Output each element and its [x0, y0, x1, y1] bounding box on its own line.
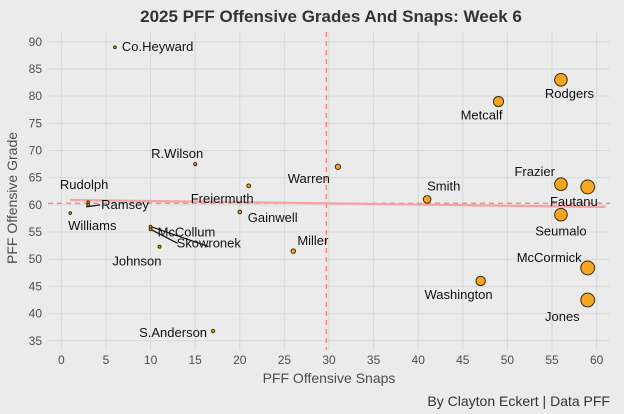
y-tick-label: 60 — [29, 198, 43, 212]
point-gainwell — [237, 209, 243, 215]
point-mccormick — [580, 260, 596, 276]
x-tick-label: 60 — [590, 353, 604, 367]
point-washington — [475, 275, 486, 287]
point-label-smith: Smith — [427, 178, 460, 193]
point-seumalo — [554, 207, 568, 222]
point-label-mccormick: McCormick — [517, 250, 582, 265]
x-tick-label: 25 — [278, 353, 292, 367]
point-label-rodgers: Rodgers — [545, 86, 595, 101]
point-label-co-heyward: Co.Heyward — [122, 39, 194, 54]
point-labels-layer: Co.Heyward Rodgers Metcalf R.Wilson Warren Fr… — [60, 39, 598, 340]
trend-line — [70, 198, 606, 209]
point-johnson — [157, 244, 162, 249]
point-label-r-wilson: R.Wilson — [151, 146, 203, 161]
chart-title: 2025 PFF Offensive Grades And Snaps: Wee… — [140, 7, 522, 26]
point-label-jones: Jones — [545, 309, 580, 324]
point-label-seumalo: Seumalo — [535, 224, 586, 239]
point-label-miller: Miller — [297, 233, 329, 248]
point-label-warren: Warren — [288, 171, 330, 186]
y-tick-label: 50 — [29, 252, 43, 266]
point-miller — [290, 248, 297, 254]
point-frazier — [554, 177, 568, 191]
x-tick-label: 15 — [189, 353, 203, 367]
y-axis-label: PFF Offensive Grade — [4, 132, 20, 264]
x-axis-label: PFF Offensive Snaps — [263, 370, 396, 386]
point-rodgers — [554, 73, 568, 87]
point-warren — [334, 163, 342, 170]
x-tick-label: 35 — [367, 353, 381, 367]
point-label-williams: Williams — [68, 218, 117, 233]
point-label-s-anderson: S.Anderson — [139, 325, 207, 340]
point-label-frazier: Frazier — [514, 164, 555, 179]
point-label-mccollum: McCollum — [158, 225, 216, 240]
y-tick-label: 35 — [29, 334, 43, 348]
x-tick-label: 50 — [501, 353, 515, 367]
point-ramsey — [86, 203, 90, 207]
y-tick-label: 70 — [29, 144, 43, 158]
x-tick-label: 5 — [103, 353, 110, 367]
y-tick-label: 55 — [29, 225, 43, 239]
x-tick-label: 20 — [233, 353, 247, 367]
leader-skowronek — [150, 228, 178, 244]
y-tick-label: 85 — [29, 62, 43, 76]
point-williams — [68, 211, 73, 215]
y-tick-label: 40 — [29, 307, 43, 321]
points-layer — [68, 45, 596, 334]
leader-mccollum — [150, 226, 209, 248]
point-freiermuth — [246, 183, 252, 189]
point-label-washington: Washington — [424, 287, 492, 302]
grid-layer — [48, 32, 610, 350]
point-fautanu — [580, 179, 596, 195]
point-label-ramsey: Ramsey — [101, 197, 149, 212]
x-tick-label: 0 — [58, 353, 65, 367]
y-tick-label: 45 — [29, 279, 43, 293]
y-tick-label: 75 — [29, 116, 43, 130]
point-label-rudolph: Rudolph — [60, 177, 108, 192]
point-label-skowronek: Skowronek — [177, 235, 242, 250]
y-tick-label: 80 — [29, 89, 43, 103]
y-tick-label: 65 — [29, 171, 43, 185]
point-metcalf — [492, 96, 505, 108]
x-tick-label: 55 — [545, 353, 559, 367]
point-r-wilson — [193, 162, 198, 167]
point-co-heyward — [113, 45, 117, 50]
x-tick-label: 10 — [144, 353, 158, 367]
x-tick-label: 40 — [412, 353, 426, 367]
point-label-freiermuth: Freiermuth — [191, 191, 254, 206]
x-tick-label: 45 — [456, 353, 470, 367]
y-tick-label: 90 — [29, 35, 43, 49]
tick-labels-layer: 0 5 10 15 20 25 30 35 40 45 50 55 60 35 40 45 50 55 60 65 70… — [29, 35, 604, 367]
point-smith — [422, 195, 432, 204]
point-s-anderson — [210, 328, 216, 334]
point-label-johnson: Johnson — [112, 254, 161, 269]
point-label-fautanu: Fautanu — [550, 194, 598, 209]
point-skowronek — [148, 227, 153, 232]
point-label-metcalf: Metcalf — [461, 108, 503, 123]
chart-caption: By Clayton Eckert | Data PFF — [427, 393, 610, 409]
point-label-gainwell: Gainwell — [248, 210, 298, 225]
x-tick-label: 30 — [322, 353, 336, 367]
point-jones — [580, 292, 596, 308]
